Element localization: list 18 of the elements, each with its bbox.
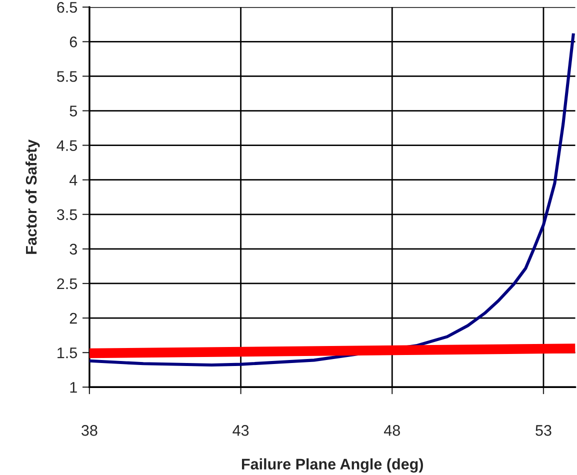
y-tick-label: 5 xyxy=(70,106,77,116)
y-tick-label: 6.5 xyxy=(57,2,77,13)
x-tick-label: 48 xyxy=(384,425,400,436)
y-axis-title: Factor of Safety xyxy=(25,139,40,254)
y-tick-label: 5.5 xyxy=(57,71,77,82)
x-axis-title: Failure Plane Angle (deg) xyxy=(242,458,423,473)
y-tick-label: 3.5 xyxy=(56,209,77,220)
x-tick-label: 38 xyxy=(82,425,98,436)
x-tick-label: 43 xyxy=(232,425,249,436)
y-tick-label: 4.5 xyxy=(56,140,77,151)
y-tick-label: 2.5 xyxy=(57,278,77,290)
y-tick-label: 3 xyxy=(70,244,77,255)
y-tick-label: 4 xyxy=(69,174,78,186)
y-tick-label: 2 xyxy=(70,312,77,324)
x-tick-label: 53 xyxy=(536,425,552,436)
y-tick-label: 1.5 xyxy=(58,348,77,358)
y-tick-label: 6 xyxy=(70,36,77,48)
y-tick-label: 1 xyxy=(70,382,77,393)
